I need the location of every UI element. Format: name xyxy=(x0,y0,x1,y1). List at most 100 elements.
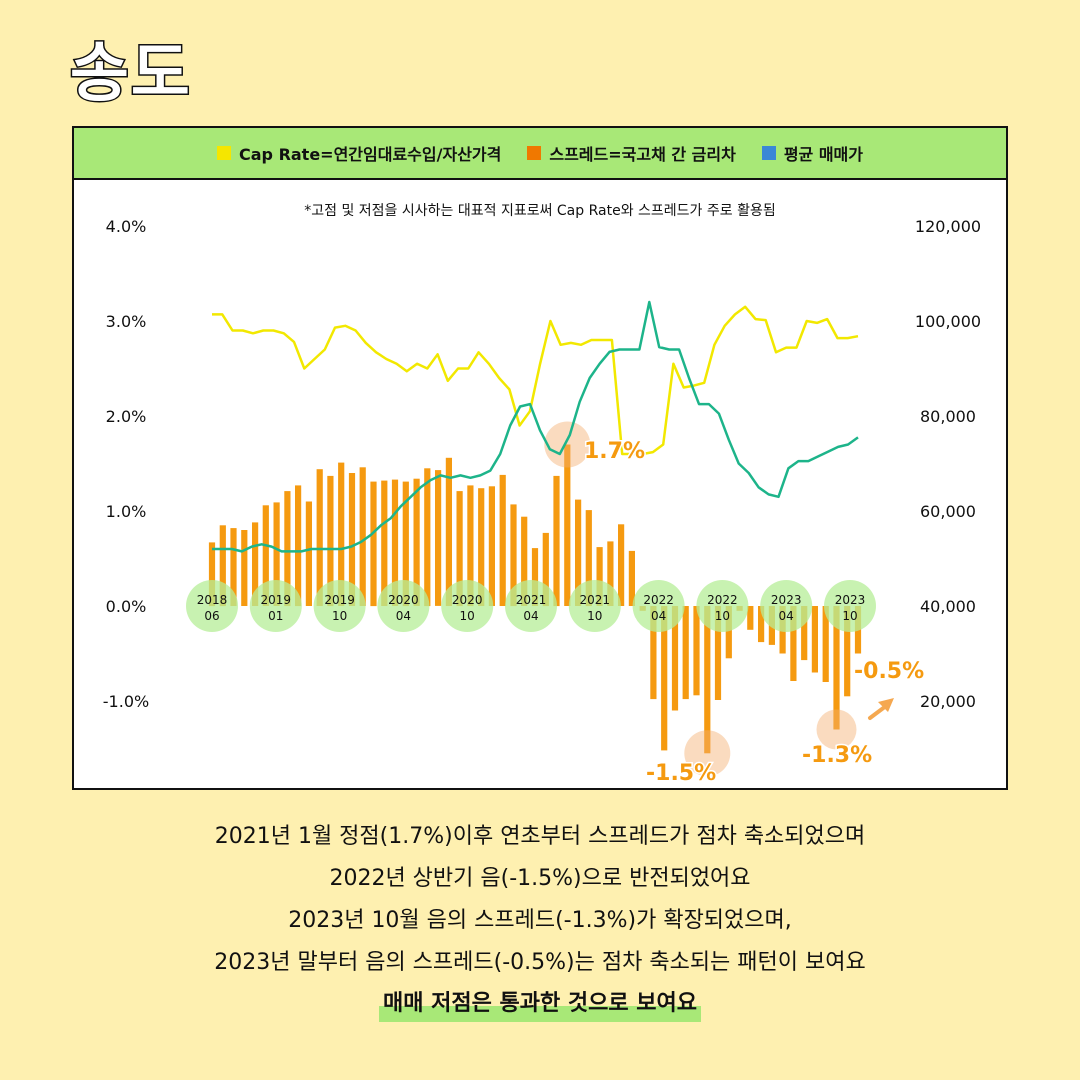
spread-bar xyxy=(596,547,603,606)
spread-bar xyxy=(252,522,259,606)
spread-bar xyxy=(682,606,689,700)
annotation-last: -0.5% xyxy=(854,659,924,684)
page-title: 송도 xyxy=(69,36,192,113)
spread-bar xyxy=(402,481,409,607)
x-tick-month: 04 xyxy=(523,609,538,623)
x-tick-year: 2019 xyxy=(324,593,355,607)
x-label-bubble xyxy=(632,580,685,632)
x-tick-year: 2019 xyxy=(261,593,292,607)
x-label-bubble xyxy=(568,580,621,632)
x-tick-month: 01 xyxy=(268,609,283,623)
legend-item-spread: 스프레드=국고채 간 금리차 xyxy=(527,141,736,165)
legend-item-cap-rate: Cap Rate=연간임대료수입/자산가격 xyxy=(217,141,501,165)
annotation-low-2022: -1.5% xyxy=(646,761,716,786)
spread-bar xyxy=(262,505,269,606)
x-tick-year: 2022 xyxy=(707,593,738,607)
chart-plot: 4.0% 3.0% 2.0% 1.0% 0.0% -1.0% 120,000 100,000 8… xyxy=(103,217,981,788)
spread-bar xyxy=(822,606,829,682)
spread-bar xyxy=(219,525,226,607)
spread-bar xyxy=(348,473,356,606)
caption-line: 2023년 말부터 음의 스프레드(-0.5%)는 점차 축소되는 패턴이 보여… xyxy=(214,950,866,975)
x-tick-month: 10 xyxy=(587,609,602,623)
x-tick-year: 2020 xyxy=(452,593,483,607)
x-tick-month: 10 xyxy=(460,609,475,623)
x-label-bubble xyxy=(505,580,557,632)
x-label-bubble xyxy=(760,580,813,632)
spread-bar xyxy=(338,462,345,606)
spread-bar xyxy=(370,481,377,607)
x-tick-year: 2021 xyxy=(516,593,547,607)
left-axis-tick: -1.0% xyxy=(103,692,149,711)
x-tick-month: 10 xyxy=(332,609,347,623)
avg-price-line xyxy=(212,300,859,553)
arrow-icon xyxy=(868,704,888,720)
spread-bar xyxy=(295,485,302,607)
legend-swatch-cap-rate xyxy=(217,146,231,160)
x-label-bubble xyxy=(441,580,494,632)
spread-bar xyxy=(467,485,474,607)
spread-bar xyxy=(424,468,431,607)
spread-bar xyxy=(305,501,312,606)
right-axis-tick: 60,000 xyxy=(920,502,976,521)
x-label-bubble xyxy=(313,580,366,632)
spread-bar xyxy=(844,606,851,697)
legend-swatch-spread xyxy=(527,146,542,160)
right-axis-tick: 40,000 xyxy=(920,597,976,616)
legend-label-spread: 스프레드=국고채 간 금리차 xyxy=(549,145,736,164)
spread-bar xyxy=(316,469,323,606)
spread-bar xyxy=(499,474,506,606)
highlight-circle xyxy=(544,421,591,468)
spread-bar xyxy=(618,524,625,606)
spread-bar xyxy=(704,606,711,754)
spread-bar xyxy=(284,491,291,607)
x-tick-month: 06 xyxy=(204,609,219,623)
spread-bar xyxy=(628,550,635,606)
highlight-circle xyxy=(684,730,731,777)
x-label-bubble xyxy=(249,580,302,632)
highlight-circle xyxy=(816,709,857,750)
legend-label-avg-price: 평균 매매가 xyxy=(783,145,863,164)
spread-bar xyxy=(488,486,495,606)
cap-rate-line xyxy=(212,305,859,456)
spread-bar xyxy=(241,530,248,606)
x-tick-year: 2023 xyxy=(835,593,866,607)
spread-bar xyxy=(445,457,452,606)
spread-bar xyxy=(714,606,722,700)
caption: 2021년 1월 정점(1.7%)이후 연초부터 스프레드가 점차 축소되었으며… xyxy=(0,816,1080,1022)
spread-bar xyxy=(790,606,797,681)
spread-bar xyxy=(435,470,442,606)
caption-line: 2021년 1월 정점(1.7%)이후 연초부터 스프레드가 점차 축소되었으며 xyxy=(214,824,866,849)
spread-bar xyxy=(208,542,216,607)
annotation-peak: 1.7% xyxy=(584,439,645,464)
x-tick-month: 10 xyxy=(842,609,857,623)
right-axis-tick: 100,000 xyxy=(915,312,981,331)
x-tick-month: 10 xyxy=(715,609,730,623)
legend: Cap Rate=연간임대료수입/자산가격 스프레드=국고채 간 금리차 평균 … xyxy=(74,128,1006,180)
left-axis-tick: 0.0% xyxy=(106,597,147,616)
x-tick-month: 04 xyxy=(651,609,666,623)
x-tick-month: 04 xyxy=(396,609,411,623)
spread-bar xyxy=(510,504,517,607)
caption-line: 2023년 10월 음의 스프레드(-1.3%)가 확장되었으며, xyxy=(288,908,792,933)
legend-item-avg-price: 평균 매매가 xyxy=(761,141,863,165)
spread-bar xyxy=(359,467,366,606)
annotation-low-2023: -1.3% xyxy=(802,743,872,768)
spread-bar xyxy=(833,606,840,730)
conclusion: 매매 저점은 통과한 것으로 보여요 xyxy=(379,986,701,1022)
spread-bar xyxy=(747,606,754,630)
x-label-bubble xyxy=(377,580,430,632)
spread-bar xyxy=(607,541,614,606)
spread-bar xyxy=(531,548,539,606)
left-axis-tick: 3.0% xyxy=(106,312,147,331)
spread-bar xyxy=(661,606,668,751)
spread-bar xyxy=(230,528,237,606)
spread-bar xyxy=(521,516,528,606)
chart-frame: Cap Rate=연간임대료수입/자산가격 스프레드=국고채 간 금리차 평균 … xyxy=(72,126,1008,790)
spread-bar xyxy=(327,475,334,607)
spread-bar xyxy=(671,606,679,711)
legend-swatch-avg-price xyxy=(761,146,776,160)
x-tick-month: 04 xyxy=(779,609,794,623)
x-label-bubble xyxy=(186,580,238,632)
left-axis-tick: 4.0% xyxy=(106,217,147,236)
spread-bar xyxy=(456,491,463,607)
